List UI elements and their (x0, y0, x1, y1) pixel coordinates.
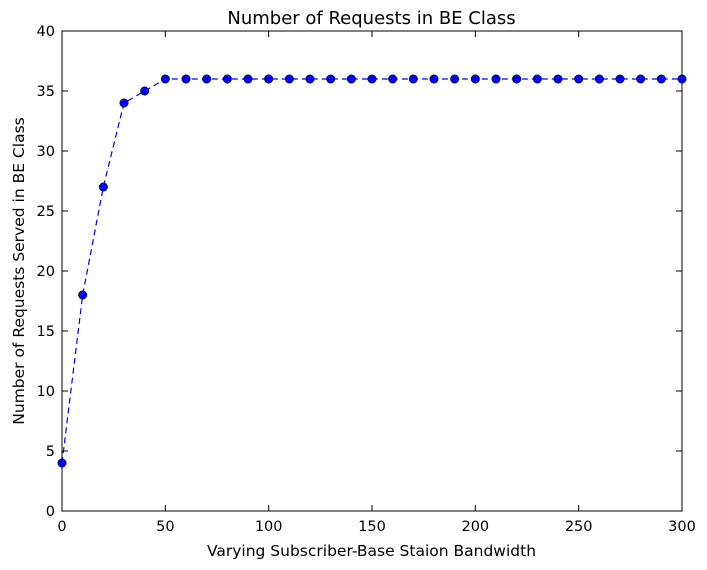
data-point (160, 74, 170, 84)
data-point (367, 74, 377, 84)
data-point (243, 74, 253, 84)
y-tick-label: 40 (37, 24, 55, 40)
data-point (450, 74, 460, 84)
data-point (284, 74, 294, 84)
data-point (656, 74, 666, 84)
chart-title: Number of Requests in BE Class (227, 8, 515, 29)
y-tick-label: 0 (46, 504, 55, 520)
plot-frame (61, 30, 683, 512)
x-tick-label: 0 (57, 519, 66, 535)
x-tick-label: 250 (565, 519, 593, 535)
y-axis-title: Number of Requests Served in BE Class (10, 117, 28, 424)
x-tick-label: 150 (358, 519, 386, 535)
x-axis-title: Varying Subscriber-Base Staion Bandwidth (207, 542, 536, 560)
data-point (491, 74, 501, 84)
data-point (98, 182, 108, 192)
y-tick-label: 15 (37, 324, 55, 340)
x-tick-label: 50 (156, 519, 174, 535)
data-point (202, 74, 212, 84)
y-tick-label: 30 (37, 144, 55, 160)
data-point (594, 74, 604, 84)
data-point (326, 74, 336, 84)
data-point (222, 74, 232, 84)
data-point (553, 74, 563, 84)
data-point (677, 74, 687, 84)
y-tick-label: 10 (37, 384, 55, 400)
data-point (78, 290, 88, 300)
data-point (140, 86, 150, 96)
data-point (408, 74, 418, 84)
x-tick-label: 300 (668, 519, 696, 535)
data-point (264, 74, 274, 84)
data-point (636, 74, 646, 84)
x-tick-label: 100 (255, 519, 283, 535)
data-point (57, 458, 67, 468)
data-point (388, 74, 398, 84)
data-point (346, 74, 356, 84)
data-point (512, 74, 522, 84)
data-point (119, 98, 129, 108)
data-point (532, 74, 542, 84)
y-tick-label: 25 (37, 204, 55, 220)
y-tick-label: 5 (46, 444, 55, 460)
data-point (429, 74, 439, 84)
data-point (615, 74, 625, 84)
y-tick-label: 20 (37, 264, 55, 280)
data-point (470, 74, 480, 84)
data-point (181, 74, 191, 84)
plot-area: 0 50 100 150 200 250 300 0 5 10 15 20 25 30 35 40 (37, 24, 696, 535)
series-line (61, 78, 682, 464)
data-point (305, 74, 315, 84)
y-tick-label: 35 (37, 84, 55, 100)
data-point (574, 74, 584, 84)
x-tick-label: 200 (461, 519, 489, 535)
